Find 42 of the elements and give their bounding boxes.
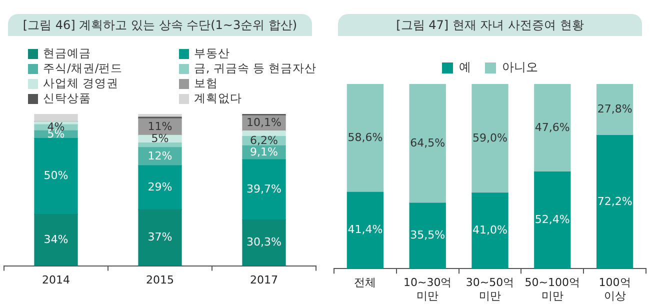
- data-label: 10,1%: [246, 116, 282, 130]
- data-label: 5%: [151, 132, 169, 145]
- data-label: 37%: [148, 230, 172, 244]
- x-tick-label: 100억 이상: [598, 276, 631, 302]
- legend-label: 부동산: [194, 46, 230, 61]
- data-label: 12%: [148, 149, 172, 162]
- x-tick-label: 30~50억 미만: [466, 276, 514, 302]
- data-label: 9,1%: [250, 145, 278, 158]
- data-label: 6,2%: [250, 134, 278, 147]
- data-label: 64,5%: [410, 136, 446, 150]
- data-label: 35,5%: [410, 228, 446, 242]
- chart-title: [그림 46] 계획하고 있는 상속 수단(1~3순위 합산): [22, 16, 298, 34]
- data-label: 27,8%: [597, 102, 632, 116]
- data-label: 58,6%: [348, 130, 383, 144]
- data-label: 39,7%: [246, 182, 282, 196]
- legend-label: 금, 귀금속 등 현금자산: [194, 61, 317, 76]
- x-tick-label: 10~30억 미만: [403, 276, 452, 302]
- data-label: 41,4%: [348, 223, 383, 236]
- legend-label: 현금예금: [43, 46, 91, 61]
- data-label: 52,4%: [534, 213, 570, 226]
- data-label: 47,6%: [534, 120, 570, 134]
- data-label: 30,3%: [246, 236, 282, 249]
- data-label: 34%: [44, 232, 68, 246]
- data-label: 50%: [44, 169, 68, 182]
- legend-label: 사업체 경영권: [43, 76, 119, 91]
- chart-title: [그림 47] 현재 자녀 사전증여 현황: [396, 16, 584, 34]
- x-tick-label: 2015: [146, 273, 174, 286]
- legend-label: 계획없다: [194, 91, 242, 106]
- x-tick-label: 50~100억 미만: [524, 276, 580, 302]
- x-tick-label: 2017: [250, 273, 278, 286]
- legend-label: 신탁상품: [43, 91, 91, 106]
- legend-label: 주식/채권/펀드: [43, 61, 123, 76]
- x-tick-label: 2014: [42, 273, 70, 286]
- data-label: 29%: [148, 180, 172, 194]
- data-label: 41,0%: [472, 224, 508, 237]
- x-tick-label: 전체: [354, 276, 376, 290]
- legend-label: 아니오: [502, 60, 538, 74]
- legend-label: 예: [459, 60, 471, 74]
- data-label: 72,2%: [597, 194, 632, 208]
- data-label: 59,0%: [472, 131, 508, 144]
- legend-label: 보험: [194, 76, 218, 91]
- data-label: 11%: [148, 120, 172, 133]
